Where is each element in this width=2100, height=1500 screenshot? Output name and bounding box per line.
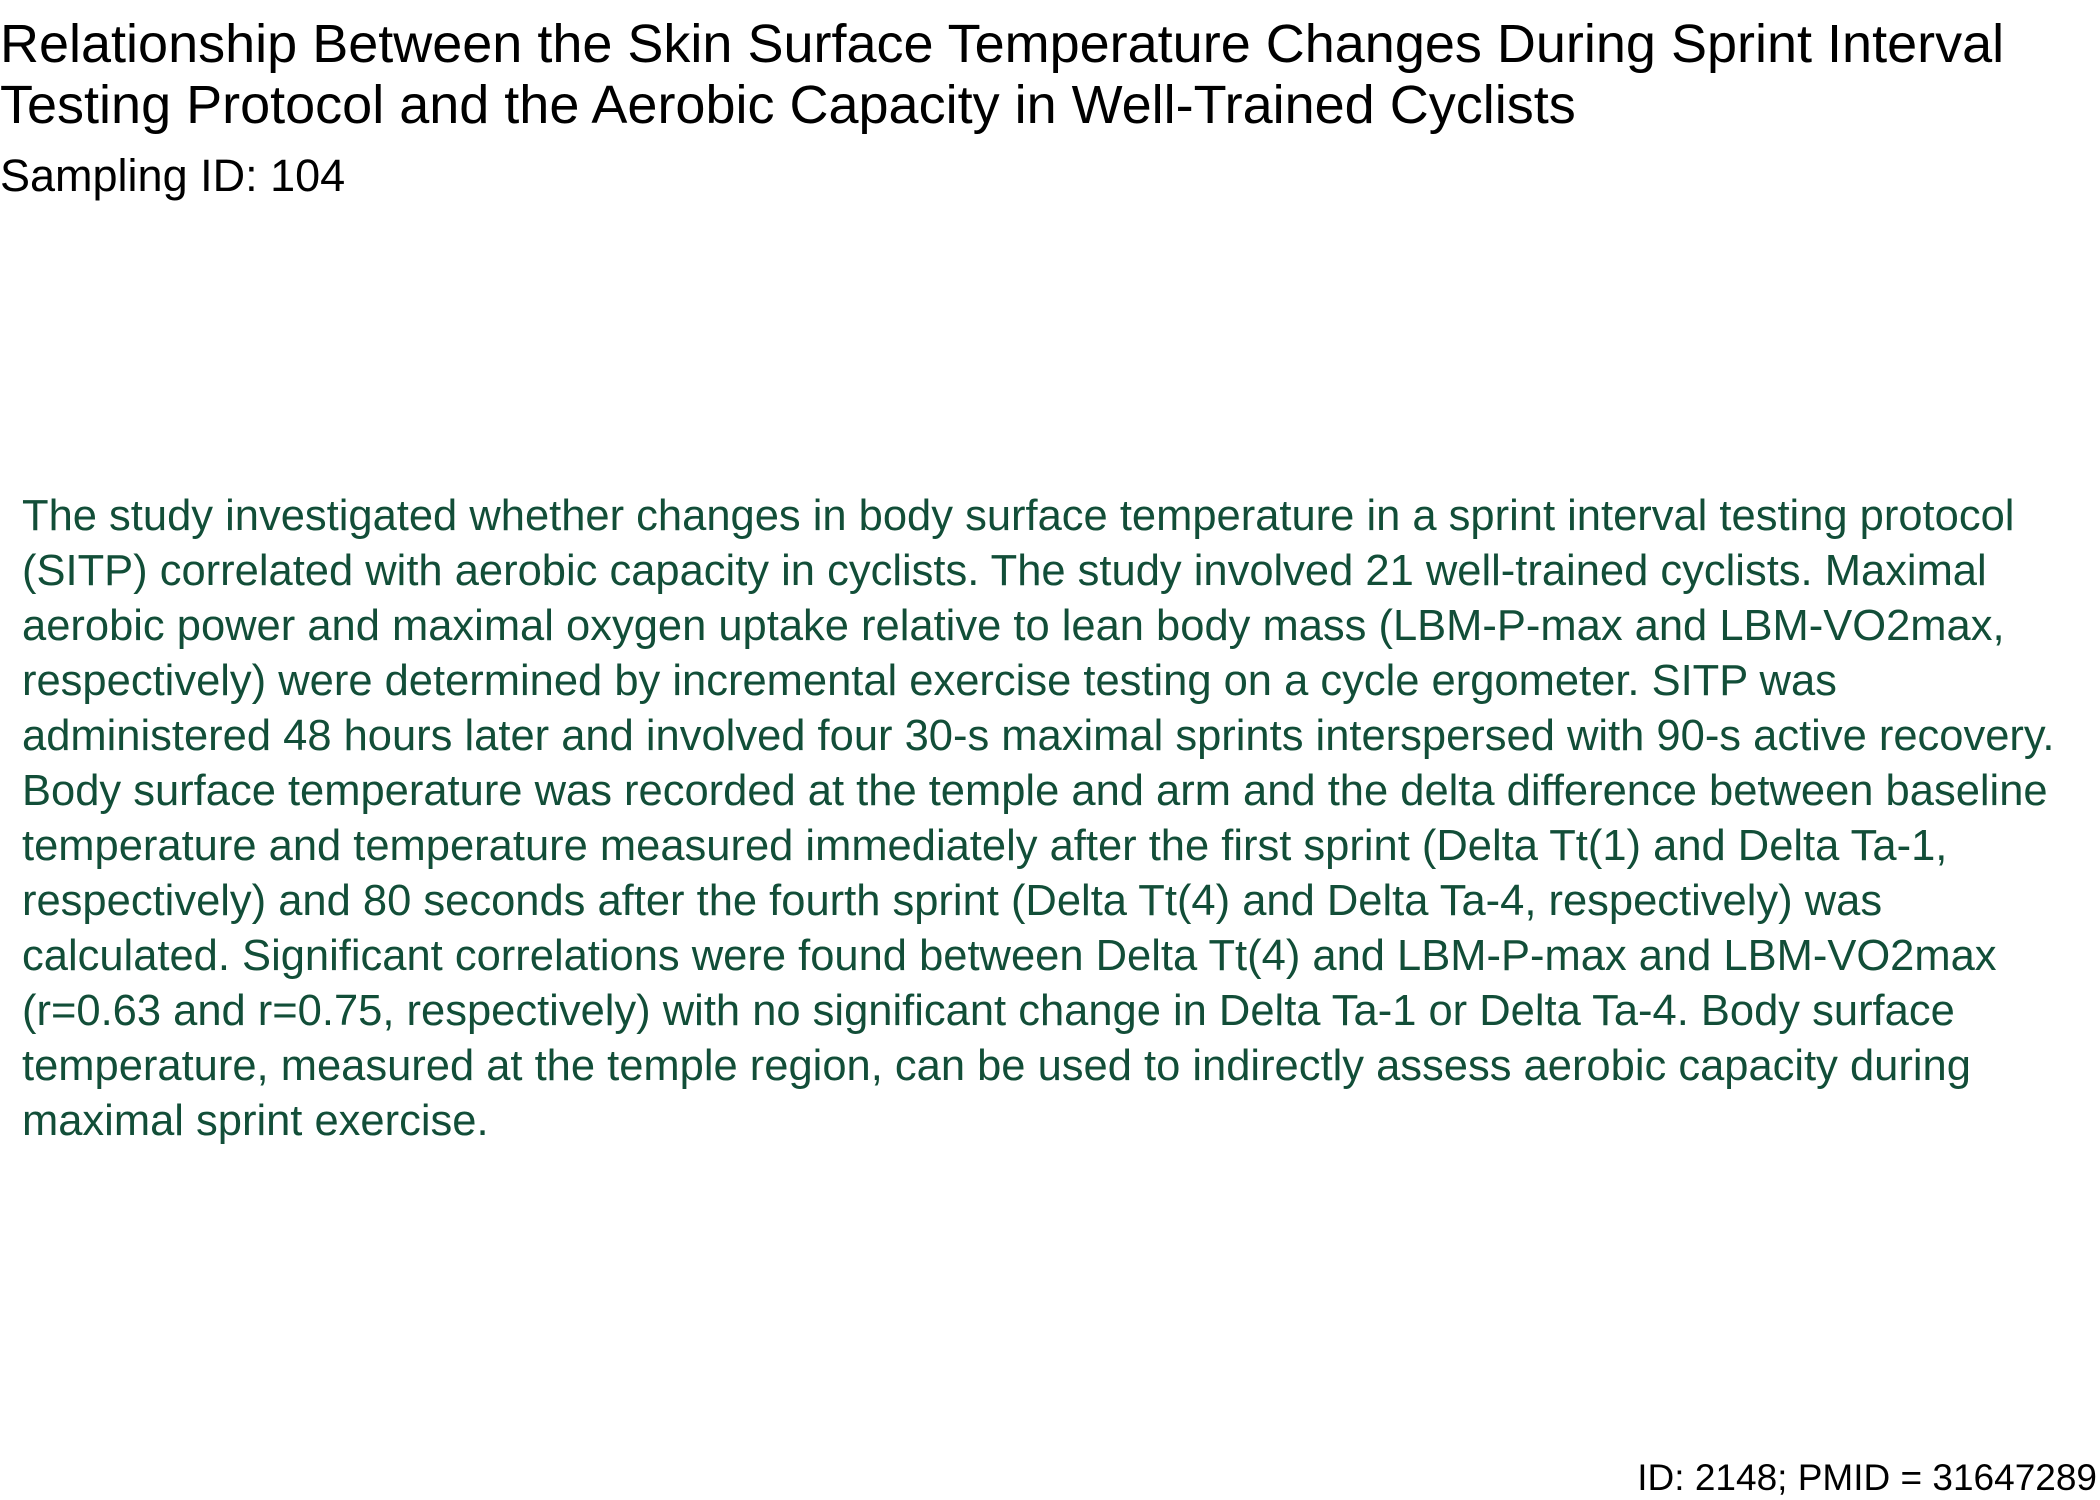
document-title: Relationship Between the Skin Surface Te… xyxy=(0,14,2005,135)
sampling-id: Sampling ID: 104 xyxy=(0,150,346,201)
footer-id: ID: 2148; PMID = 31647289 xyxy=(1637,1457,2097,1498)
abstract-text: The study investigated whether changes i… xyxy=(22,492,2055,1145)
